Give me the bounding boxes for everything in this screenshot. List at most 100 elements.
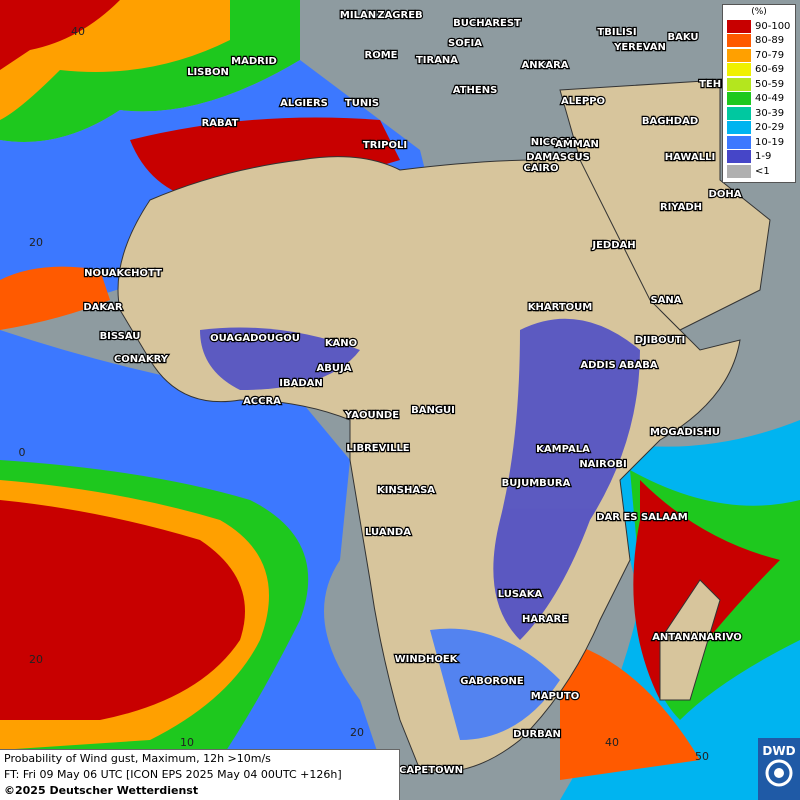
footer: Probability of Wind gust, Maximum, 12h >… — [0, 749, 400, 800]
city-label: BUJUMBURA — [502, 478, 571, 489]
city-label: DAR ES SALAAM — [596, 512, 688, 523]
city-label: BISSAU — [100, 331, 141, 342]
city-label: RABAT — [202, 118, 239, 129]
city-label: YEREVAN — [613, 42, 666, 53]
legend-entry: 1-9 — [723, 150, 795, 165]
city-label: LISBON — [187, 67, 229, 78]
legend-swatch — [727, 77, 751, 91]
city-label: BAKU — [667, 32, 698, 43]
legend-entry: 90-100 — [723, 19, 795, 34]
city-label: YAOUNDE — [344, 410, 399, 421]
city-label: LUANDA — [365, 527, 411, 538]
legend: (%) 90-100 80-89 70-79 60-69 50-59 40-49 30-39… — [722, 4, 796, 183]
grid-label: 0 — [19, 446, 26, 459]
legend-label: <1 — [755, 165, 770, 177]
city-label: SOFIA — [448, 38, 482, 49]
legend-swatch — [727, 150, 751, 164]
legend-swatch — [727, 63, 751, 77]
city-label: OUAGADOUGOU — [210, 333, 300, 344]
legend-entry: 20-29 — [723, 121, 795, 136]
city-label: MOGADISHU — [650, 427, 720, 438]
city-label: LUSAKA — [498, 589, 543, 600]
legend-entry: 80-89 — [723, 34, 795, 49]
legend-entry: 30-39 — [723, 106, 795, 121]
grid-label: 40 — [605, 736, 619, 749]
city-label: CAPETOWN — [399, 765, 463, 776]
city-label: BAGHDAD — [642, 116, 698, 127]
city-label: CAIRO — [524, 163, 559, 174]
legend-label: 80-89 — [755, 35, 785, 47]
city-label: HARARE — [522, 614, 568, 625]
city-label: ANTANANARIVO — [652, 632, 742, 643]
city-label: TBILISI — [597, 27, 636, 38]
city-label: DAMASCUS — [526, 152, 590, 163]
legend-label: 60-69 — [755, 64, 785, 76]
footer-line: FT: Fri 09 May 06 UTC [ICON EPS 2025 May… — [4, 768, 342, 781]
grid-label: 20 — [29, 653, 43, 666]
city-label: ALGIERS — [280, 98, 328, 109]
city-label: HAWALLI — [665, 152, 715, 163]
legend-entry: 50-59 — [723, 77, 795, 92]
grid-label: 40 — [71, 25, 85, 38]
grid-label: 50 — [695, 750, 709, 763]
city-label: GABORONE — [460, 676, 524, 687]
legend-entry: 70-79 — [723, 48, 795, 63]
city-label: DURBAN — [513, 729, 561, 740]
city-label: ZAGREB — [377, 10, 422, 21]
city-label: SANA — [650, 295, 681, 306]
city-label: TUNIS — [345, 98, 379, 109]
legend-label: 90-100 — [755, 20, 791, 32]
city-label: KAMPALA — [536, 444, 590, 455]
city-label: BANGUI — [411, 405, 455, 416]
city-label: NAIROBI — [579, 459, 626, 470]
legend-entry: 10-19 — [723, 135, 795, 150]
legend-entry: <1 — [723, 164, 795, 179]
footer-line: Probability of Wind gust, Maximum, 12h >… — [4, 752, 271, 765]
city-label: MADRID — [231, 56, 277, 67]
land-precip — [200, 318, 640, 740]
city-label: WINDHOEK — [395, 654, 459, 665]
legend-label: 50-59 — [755, 78, 785, 90]
legend-swatch — [727, 48, 751, 62]
city-label: MILAN — [340, 10, 376, 21]
grid-label: 10 — [180, 736, 194, 749]
city-label: RIYADH — [660, 202, 702, 213]
legend-entry: 60-69 — [723, 63, 795, 78]
city-label: ACCRA — [243, 396, 281, 407]
city-label: LIBREVILLE — [346, 443, 409, 454]
legend-label: 20-29 — [755, 122, 785, 134]
legend-swatch — [727, 164, 751, 178]
legend-swatch — [727, 135, 751, 149]
city-label: KANO — [325, 338, 357, 349]
city-label: KINSHASA — [377, 485, 435, 496]
city-label: AMMAN — [555, 139, 599, 150]
city-label: JEDDAH — [591, 240, 635, 251]
legend-swatch — [727, 19, 751, 33]
legend-label: 1-9 — [755, 151, 772, 163]
city-label: ANKARA — [521, 60, 568, 71]
city-label: TRIPOLI — [363, 140, 407, 151]
legend-entry: 40-49 — [723, 92, 795, 107]
city-label: DJIBOUTI — [635, 335, 686, 346]
city-label: ATHENS — [453, 85, 498, 96]
city-label: NOUAKCHOTT — [84, 268, 162, 279]
copyright: ©2025 Deutscher Wetterdienst — [4, 784, 199, 797]
landmass — [117, 149, 741, 773]
grid-label: 20 — [29, 236, 43, 249]
city-label: DAKAR — [83, 302, 123, 313]
legend-swatch — [727, 34, 751, 48]
city-label: ABUJA — [317, 363, 352, 374]
logo-text: DWD — [762, 744, 796, 758]
logo: DWD — [758, 738, 800, 800]
arabia — [559, 79, 771, 331]
madagascar — [659, 579, 721, 701]
city-label: CONAKRY — [114, 354, 169, 365]
legend-title: (%) — [751, 7, 767, 17]
city-label: IBADAN — [279, 378, 323, 389]
city-label: KHARTOUM — [528, 302, 593, 313]
legend-label: 70-79 — [755, 49, 785, 61]
legend-swatch — [727, 92, 751, 106]
legend-label: 10-19 — [755, 136, 785, 148]
